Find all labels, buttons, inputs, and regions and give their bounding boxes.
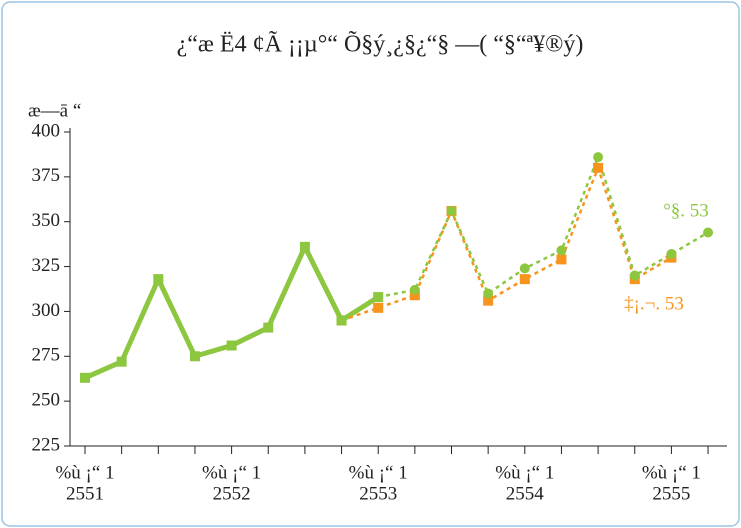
point bbox=[446, 205, 457, 216]
point bbox=[629, 270, 640, 281]
point bbox=[373, 302, 384, 313]
point bbox=[409, 284, 420, 295]
point bbox=[189, 351, 200, 362]
point bbox=[666, 249, 677, 260]
y-axis-label: æ—ā “ bbox=[28, 100, 81, 121]
point bbox=[116, 356, 127, 367]
x-tick-label: %ù ¡“ 1 bbox=[202, 462, 261, 483]
point bbox=[153, 274, 164, 285]
point bbox=[483, 288, 494, 299]
point bbox=[593, 162, 604, 173]
point bbox=[80, 372, 90, 383]
point bbox=[226, 340, 237, 351]
point bbox=[519, 274, 530, 285]
point bbox=[336, 315, 347, 326]
y-tick-label: 350 bbox=[32, 210, 61, 231]
point bbox=[299, 241, 310, 252]
x-tick-year: 2552 bbox=[213, 483, 251, 504]
x-tick-label: %ù ¡“ 1 bbox=[349, 462, 408, 483]
y-tick-label: 225 bbox=[32, 434, 61, 455]
x-tick-label: %ù ¡“ 1 bbox=[642, 462, 701, 483]
x-tick-label: %ù ¡“ 1 bbox=[55, 462, 114, 483]
y-tick-label: 275 bbox=[32, 345, 61, 366]
y-tick-label: 325 bbox=[32, 255, 61, 276]
series-label: °§. 53 bbox=[663, 200, 709, 221]
point bbox=[519, 263, 530, 274]
point bbox=[483, 295, 494, 306]
point bbox=[593, 152, 604, 163]
series-label: ‡¡.¬. 53 bbox=[624, 293, 684, 314]
x-tick-label: %ù ¡“ 1 bbox=[495, 462, 554, 483]
point bbox=[703, 227, 714, 238]
y-tick-label: 300 bbox=[32, 300, 61, 321]
series-line bbox=[377, 155, 709, 299]
x-tick-year: 2551 bbox=[66, 483, 104, 504]
x-tick-year: 2555 bbox=[652, 483, 690, 504]
chart-title: ¿“æ Ë4 ¢Ã ¡¡µ°“ Õ§ý¸¿§¿“§ —( “§“ª¥®ý) bbox=[177, 31, 584, 58]
point bbox=[556, 254, 567, 265]
series-line bbox=[341, 166, 673, 322]
point bbox=[556, 245, 567, 256]
y-tick-label: 250 bbox=[32, 390, 61, 411]
x-tick-year: 2554 bbox=[506, 483, 545, 504]
point bbox=[263, 322, 274, 333]
y-tick-label: 400 bbox=[32, 120, 61, 141]
x-tick-year: 2553 bbox=[359, 483, 397, 504]
y-tick-label: 375 bbox=[32, 165, 61, 186]
point bbox=[373, 292, 384, 303]
point bbox=[409, 290, 420, 301]
